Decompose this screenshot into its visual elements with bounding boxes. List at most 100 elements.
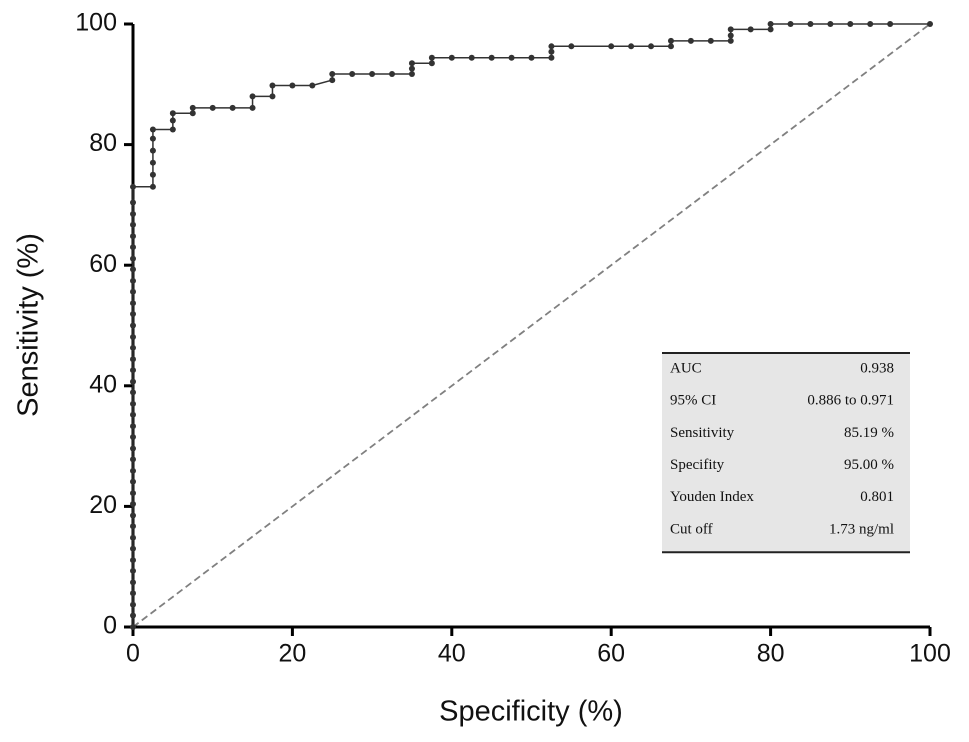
roc-point: [169, 110, 176, 117]
roc-point: [329, 77, 336, 84]
roc-point: [189, 110, 196, 117]
roc-point: [130, 456, 136, 463]
y-tick-label: 60: [89, 250, 117, 278]
table-value: 0.938: [860, 360, 894, 376]
roc-point: [130, 244, 136, 251]
roc-point: [130, 311, 136, 318]
roc-point: [130, 434, 136, 441]
roc-point: [349, 71, 356, 78]
roc-point: [130, 322, 136, 329]
roc-point: [249, 93, 256, 100]
table-label: Sensitivity: [670, 425, 735, 441]
y-tick-label: 20: [89, 491, 117, 519]
roc-point: [827, 21, 834, 27]
roc-point: [149, 126, 156, 133]
roc-point: [130, 389, 136, 396]
roc-point: [130, 567, 136, 574]
table-value: 95.00 %: [844, 457, 894, 473]
roc-point: [130, 545, 136, 552]
y-tick-label: 0: [103, 612, 117, 640]
y-tick-label: 40: [89, 370, 117, 398]
roc-point: [249, 104, 256, 111]
roc-point: [787, 21, 794, 27]
roc-point: [468, 54, 475, 61]
roc-point: [149, 159, 156, 166]
roc-point: [130, 300, 136, 307]
roc-point: [229, 104, 236, 111]
roc-point: [130, 411, 136, 418]
roc-point: [130, 356, 136, 363]
roc-point: [727, 26, 734, 33]
roc-point: [767, 21, 774, 27]
roc-point: [169, 126, 176, 133]
roc-point: [667, 37, 674, 44]
y-tick-label: 80: [89, 129, 117, 157]
roc-point: [130, 333, 136, 340]
roc-point: [369, 71, 376, 78]
roc-point: [209, 104, 216, 111]
roc-point: [428, 54, 435, 61]
roc-point: [548, 43, 555, 50]
roc-point: [289, 82, 296, 89]
x-tick-label: 40: [438, 640, 466, 668]
table-value: 0.886 to 0.971: [807, 393, 894, 409]
roc-point: [130, 233, 136, 240]
roc-point: [130, 579, 136, 586]
y-axis-label: Sensitivity (%): [13, 233, 45, 417]
roc-point: [608, 43, 615, 50]
stats-table-bg: [662, 353, 910, 553]
roc-point: [309, 82, 316, 89]
roc-point: [568, 43, 575, 50]
roc-point: [408, 65, 415, 72]
roc-point: [130, 367, 136, 374]
y-tick-label: 100: [75, 9, 117, 37]
roc-point: [528, 54, 535, 61]
roc-point: [130, 445, 136, 452]
roc-point: [767, 26, 774, 33]
roc-point: [130, 344, 136, 351]
table-value: 0.801: [860, 489, 894, 505]
roc-point: [149, 135, 156, 142]
x-axis-label: Specificity (%): [439, 696, 623, 728]
roc-point: [428, 60, 435, 67]
roc-point: [408, 71, 415, 78]
roc-point: [727, 32, 734, 39]
roc-point: [130, 590, 136, 597]
roc-point: [448, 54, 455, 61]
roc-point: [130, 277, 136, 284]
roc-point: [130, 557, 136, 564]
table-label: Youden Index: [670, 489, 754, 505]
table-label: AUC: [670, 360, 702, 376]
roc-point: [169, 117, 176, 124]
roc-point: [149, 171, 156, 178]
roc-point: [130, 478, 136, 485]
roc-point: [149, 183, 156, 190]
table-label: Cut off: [670, 521, 713, 537]
roc-point: [130, 199, 136, 206]
roc-point: [887, 21, 894, 27]
x-tick-label: 100: [909, 640, 951, 668]
reference-line: [132, 23, 931, 628]
roc-point: [628, 43, 635, 50]
roc-point: [130, 512, 136, 519]
table-value: 85.19 %: [844, 425, 894, 441]
roc-point: [408, 60, 415, 67]
roc-point: [130, 183, 136, 190]
roc-point: [130, 612, 136, 619]
roc-point: [807, 21, 814, 27]
roc-point: [329, 71, 336, 78]
table-label: Specifity: [670, 457, 725, 473]
roc-point: [130, 255, 136, 262]
x-tick-label: 0: [126, 640, 140, 668]
roc-point: [130, 210, 136, 217]
roc-point: [130, 423, 136, 430]
table-value: 1.73 ng/ml: [829, 521, 894, 537]
roc-point: [707, 37, 714, 44]
roc-point: [389, 71, 396, 78]
roc-point: [130, 624, 136, 630]
roc-point: [648, 43, 655, 50]
roc-point: [548, 54, 555, 61]
roc-point: [189, 104, 196, 111]
roc-point: [488, 54, 495, 61]
